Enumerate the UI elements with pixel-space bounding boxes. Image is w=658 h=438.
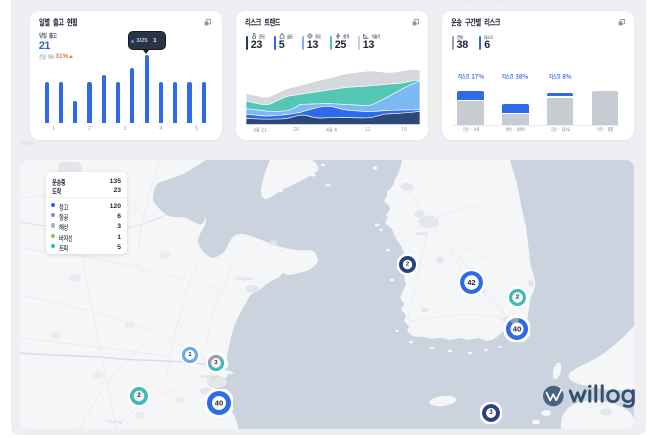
svg-text:2: 2 (137, 393, 141, 399)
svg-text:Seoul: Seoul (416, 231, 428, 236)
svg-text:3: 3 (490, 410, 494, 416)
svg-text:3: 3 (214, 360, 217, 366)
svg-text:Shanghai: Shanghai (200, 374, 219, 379)
svg-text:Matsue: Matsue (580, 334, 595, 339)
svg-text:42: 42 (467, 278, 475, 287)
svg-text:40: 40 (513, 324, 521, 333)
svg-text:40: 40 (215, 399, 223, 408)
svg-text:2: 2 (516, 294, 520, 300)
svg-text:2: 2 (405, 261, 408, 267)
svg-text:Fuyang: Fuyang (106, 419, 122, 424)
svg-text:Qingdao: Qingdao (236, 276, 254, 281)
svg-text:1: 1 (188, 352, 191, 358)
